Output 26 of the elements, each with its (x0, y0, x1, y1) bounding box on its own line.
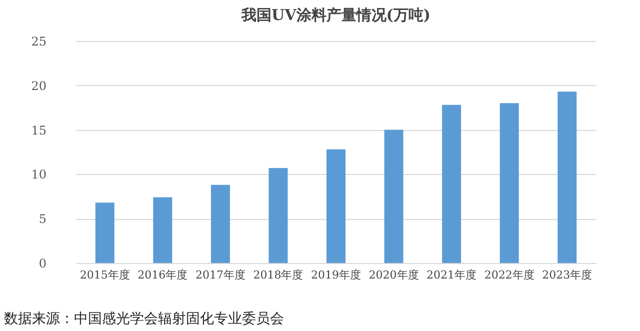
x-tick-label: 2017年度 (195, 268, 246, 282)
y-tick-label: 15 (31, 123, 46, 138)
x-tick-label: 2016年度 (138, 268, 188, 282)
chart-title: 我国UV涂料产量情况(万吨) (240, 6, 430, 24)
x-tick-label: 2015年度 (80, 268, 130, 282)
x-tick-label: 2021年度 (426, 268, 477, 282)
x-tick-label: 2019年度 (311, 268, 361, 282)
y-tick-label: 10 (31, 168, 46, 182)
bar (500, 103, 519, 263)
x-tick-label: 2023年度 (542, 268, 592, 282)
x-tick-label: 2022年度 (484, 268, 534, 282)
source-note: 数据来源：中国感光学会辐射固化专业委员会 (4, 310, 284, 328)
y-tick-label: 5 (38, 212, 46, 226)
bar (268, 168, 288, 263)
bar (384, 130, 404, 263)
bar (210, 184, 230, 263)
x-tick-label: 2018年度 (253, 268, 304, 282)
bar (153, 197, 172, 263)
y-tick-label: 0 (38, 256, 46, 270)
y-tick-label: 20 (31, 78, 46, 93)
bar (95, 202, 114, 263)
x-tick-label: 2020年度 (368, 268, 419, 282)
bar (442, 104, 462, 263)
bar (558, 92, 577, 263)
bar (326, 149, 346, 263)
y-tick-label: 25 (31, 34, 46, 48)
